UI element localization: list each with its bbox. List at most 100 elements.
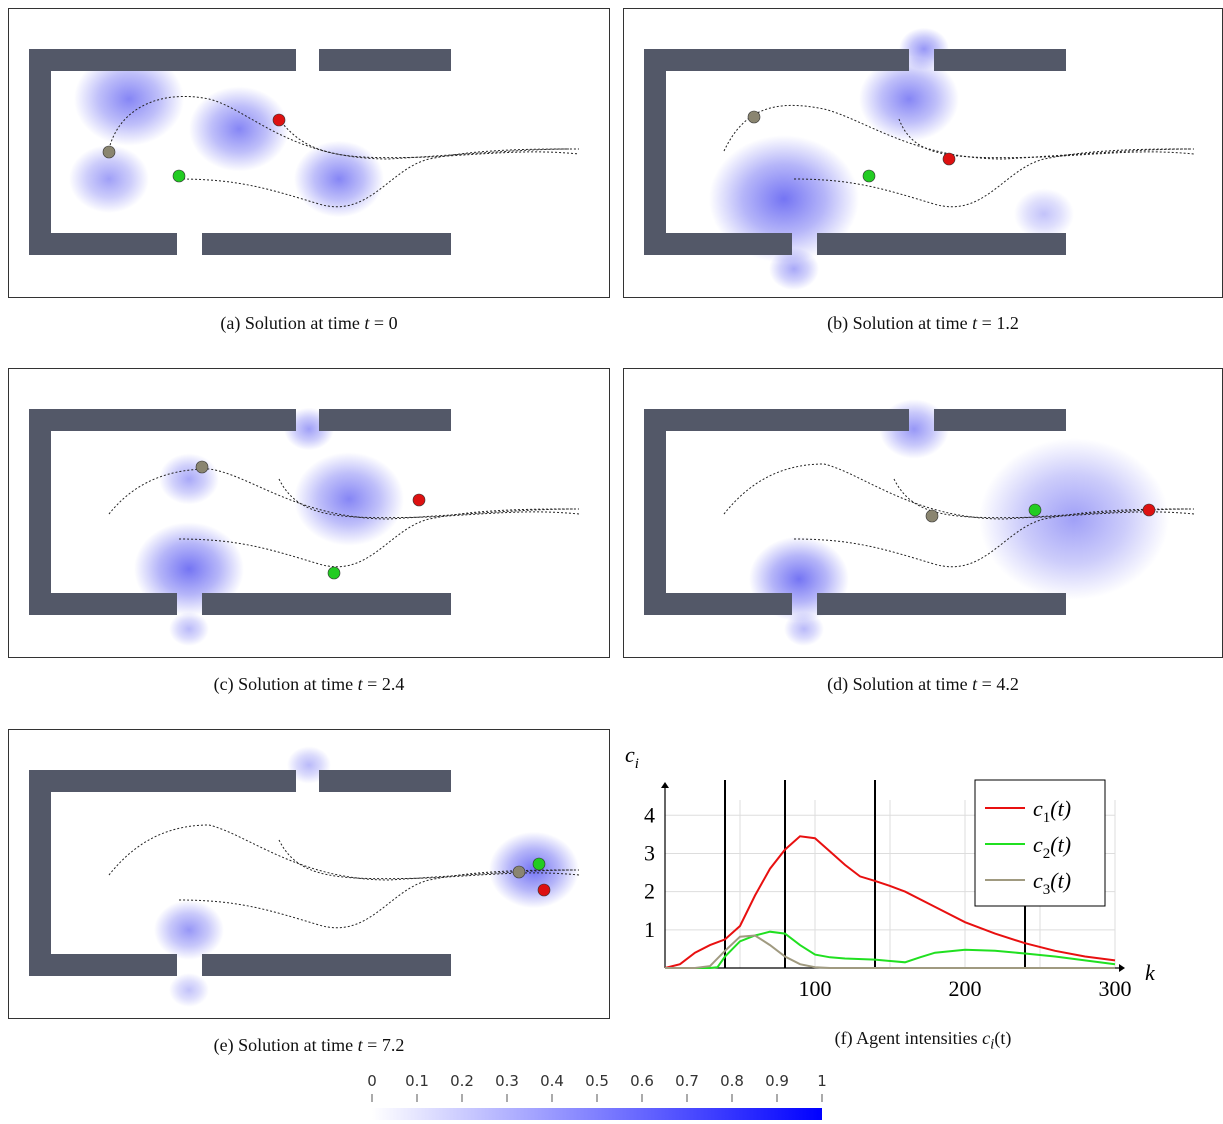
density-blob [169, 973, 209, 1007]
trajectory [278, 478, 580, 519]
colorbar-tick-label: 0.3 [495, 1072, 519, 1090]
panel-d-figure [644, 399, 1195, 646]
density-blob [189, 86, 289, 172]
colorbar-gradient [372, 1108, 822, 1120]
legend-label-sub: 3 [1043, 882, 1051, 898]
caption-f: (f) Agent intensities ci(t) [623, 1028, 1223, 1054]
wall-bottom [817, 233, 1066, 255]
wall-top [319, 770, 451, 792]
wall-top [934, 409, 1066, 431]
colorbar-tick-label: 0.9 [765, 1072, 789, 1090]
trajectory [178, 148, 580, 208]
colorbar-tick-label: 0.8 [720, 1072, 744, 1090]
agent-green [172, 169, 186, 183]
agent-green [1028, 503, 1042, 517]
density-blob [69, 145, 149, 213]
wall-bottom [202, 233, 451, 255]
colorbar-tick-label: 0.2 [450, 1072, 474, 1090]
wall-bottom [817, 593, 1066, 615]
agent-red [942, 152, 956, 166]
panel-e [8, 729, 610, 1019]
colorbar-tick-label: 1 [817, 1072, 827, 1090]
caption-a-var: t [364, 313, 370, 333]
density-blob [294, 452, 404, 546]
trajectory [793, 148, 1195, 208]
density-blob [134, 522, 244, 616]
wall-left [29, 409, 51, 613]
chart-legend: c1(t)c2(t)c3(t) [974, 779, 1106, 907]
wall-top [29, 49, 296, 71]
caption-e-prefix: (e) Solution at time [213, 1035, 358, 1055]
trajectory [178, 869, 580, 929]
wall-bottom [29, 954, 177, 976]
density-blob [74, 52, 184, 146]
wall-top [644, 49, 909, 71]
agent-red [412, 493, 426, 507]
series-line [665, 934, 1115, 969]
agent-red [537, 883, 551, 897]
caption-f-rest: (t) [994, 1028, 1012, 1048]
y-tick-label: 1 [644, 917, 655, 942]
panel-a-figure [29, 49, 580, 255]
colorbar-tick-label: 0.4 [540, 1072, 564, 1090]
caption-b-var: t [972, 313, 978, 333]
density-blob [859, 56, 959, 142]
wall-left [29, 49, 51, 253]
legend-label-rest: (t) [1050, 796, 1071, 821]
agent-red [272, 113, 286, 127]
wall-bottom [644, 233, 792, 255]
caption-e-var: t [357, 1035, 363, 1055]
colorbar-tick-label: 0.1 [405, 1072, 429, 1090]
panel-c-figure [29, 407, 580, 646]
trajectory [723, 104, 1190, 160]
wall-bottom [29, 593, 177, 615]
caption-b: (b) Solution at time t = 1.2 [623, 313, 1223, 334]
density-blob [709, 135, 859, 263]
x-tick-label: 300 [1099, 976, 1132, 1001]
trajectory [793, 508, 1195, 568]
density-colorbar: 0 0.1 0.2 0.3 0.4 0.5 0.6 0.7 0.8 0.9 1 [367, 1072, 827, 1120]
wall-top [934, 49, 1066, 71]
y-axis-label-sub: i [635, 756, 639, 772]
density-blob [159, 453, 219, 505]
trajectory [108, 824, 575, 881]
caption-f-sub: i [990, 1036, 995, 1053]
colorbar-tick-label: 0.5 [585, 1072, 609, 1090]
panel-a [8, 8, 610, 298]
trajectory [723, 463, 1190, 520]
wall-left [644, 409, 666, 613]
agent-green [532, 857, 546, 871]
caption-a: (a) Solution at time t = 0 [8, 313, 610, 334]
caption-b-rest: = 1.2 [977, 313, 1019, 333]
colorbar-tick-label: 0.6 [630, 1072, 654, 1090]
colorbar-tick-label: 0 [367, 1072, 377, 1090]
caption-e-rest: = 7.2 [362, 1035, 405, 1055]
caption-c-var: t [357, 674, 363, 694]
x-axis-label: k [1145, 960, 1156, 985]
legend-label-sub: 2 [1043, 846, 1051, 862]
wall-bottom [29, 233, 177, 255]
agent-green [862, 169, 876, 183]
density-blob [169, 612, 209, 646]
series-line [664, 835, 1116, 969]
wall-left [644, 49, 666, 253]
panel-b [623, 8, 1223, 298]
colorbar-tick-label: 0.7 [675, 1072, 699, 1090]
wall-top [644, 409, 909, 431]
caption-c-rest: = 2.4 [362, 674, 405, 694]
trajectory [108, 468, 575, 520]
caption-f-prefix: (f) Agent intensities [834, 1028, 983, 1048]
x-tick-label: 100 [799, 976, 832, 1001]
agent-red [1142, 503, 1156, 517]
x-axis-arrow [1119, 964, 1125, 972]
trajectory [893, 478, 1195, 519]
wall-bottom [202, 954, 451, 976]
wall-top [29, 770, 296, 792]
wall-top [319, 409, 451, 431]
caption-d: (d) Solution at time t = 4.2 [623, 674, 1223, 695]
agent-green [327, 566, 341, 580]
caption-a-prefix: (a) Solution at time [220, 313, 365, 333]
caption-b-prefix: (b) Solution at time [827, 313, 973, 333]
panel-e-figure [29, 746, 580, 1007]
density-blob [1014, 188, 1074, 240]
